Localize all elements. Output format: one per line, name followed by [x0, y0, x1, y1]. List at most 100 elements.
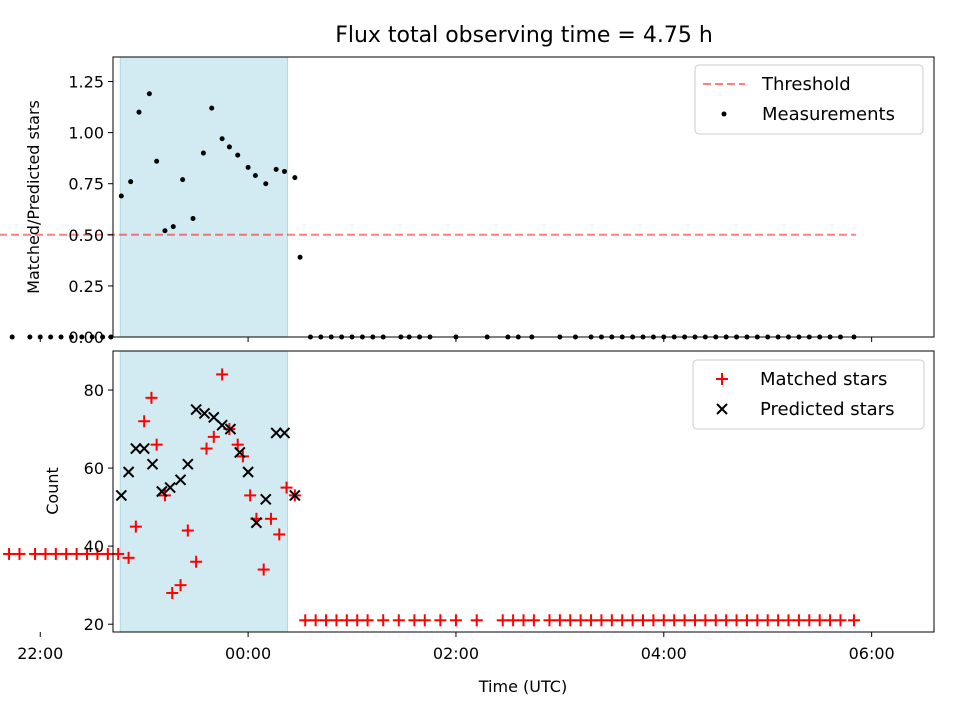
matched-star-point — [39, 547, 52, 560]
matched-star-point — [101, 547, 114, 560]
measurement-point — [68, 334, 74, 340]
matched-legend-swatch — [716, 373, 728, 385]
predicted-star-point — [216, 419, 228, 431]
matched-star-point — [320, 614, 333, 627]
matched-star-point — [257, 563, 270, 576]
measurement-point — [27, 334, 33, 340]
matched-star-point — [280, 481, 293, 494]
counts-y-axis-label: Count — [43, 467, 62, 515]
matched-star-point — [730, 614, 743, 627]
matched-star-point — [657, 614, 670, 627]
predicted-star-point — [182, 458, 194, 470]
predicted-legend-label: Predicted stars — [760, 399, 894, 420]
matched-star-point — [392, 614, 405, 627]
matched-star-point — [3, 547, 16, 560]
predicted-star-point — [260, 493, 272, 506]
matched-star-point — [129, 520, 142, 533]
shaded-span-1-1 — [119, 350, 289, 633]
matched-star-point — [231, 438, 244, 451]
matched-star-point — [49, 547, 62, 560]
matched-star-point — [145, 391, 158, 404]
matched-star-point — [216, 368, 229, 381]
matched-star-point — [174, 579, 187, 592]
ratio-y-axis-label: Matched/Predicted stars — [24, 100, 43, 294]
threshold-legend-label: Threshold — [761, 74, 851, 95]
x-tick-label: 00:00 — [225, 644, 271, 663]
matched-star-point — [470, 614, 483, 627]
ratio-plot-frame — [112, 56, 935, 338]
matched-star-point — [564, 614, 577, 627]
y-tick-label: 0.75 — [68, 175, 104, 194]
y-tick-label: 60 — [84, 459, 104, 478]
measurement-point — [209, 105, 215, 111]
matched-star-point — [264, 512, 277, 525]
matched-star-point — [418, 614, 431, 627]
matched-star-point — [434, 614, 447, 627]
x-tick-label: 06:00 — [849, 644, 895, 663]
matched-star-point — [138, 415, 151, 428]
predicted-star-point — [224, 423, 237, 435]
predicted-star-point — [156, 485, 168, 498]
measurement-point — [48, 334, 54, 340]
matched-star-point — [647, 614, 660, 627]
y-tick-label: 1.00 — [68, 124, 104, 143]
matched-star-point — [330, 614, 343, 627]
x-tick-label: 22:00 — [17, 644, 63, 663]
measurements-legend-label: Measurements — [762, 104, 895, 125]
matched-star-point — [244, 489, 257, 502]
predicted-star-point — [130, 442, 142, 455]
matched-star-point — [637, 614, 650, 627]
matched-star-point — [340, 614, 353, 627]
measurement-point — [89, 334, 95, 340]
predicted-star-point — [289, 489, 301, 502]
matched-star-point — [585, 614, 598, 627]
matched-star-point — [605, 614, 618, 627]
y-tick-label: 1.25 — [68, 73, 104, 92]
measurement-point — [219, 136, 225, 142]
predicted-star-point — [122, 466, 135, 478]
measurement-point — [200, 150, 206, 156]
matched-star-point — [720, 614, 733, 627]
matched-star-point — [507, 614, 520, 627]
y-tick-label: 20 — [84, 615, 104, 634]
matched-star-point — [361, 614, 374, 627]
measurement-point — [154, 158, 160, 164]
measurement-point — [180, 177, 186, 183]
matched-star-point — [29, 547, 42, 560]
matched-star-point — [81, 547, 94, 560]
matched-star-point — [13, 547, 26, 560]
shaded-span-0-1 — [119, 56, 289, 338]
measurement-point — [263, 181, 269, 187]
measurement-point — [9, 334, 15, 340]
ratio-plot: 0.00 0.25 0.50 0.75 1.00 1.25 Matched/Predict… — [0, 56, 935, 347]
predicted-star-point — [278, 427, 291, 439]
matched-star-point — [517, 614, 530, 627]
matched-star-point — [678, 614, 691, 627]
matched-star-point — [408, 614, 421, 627]
measurement-point — [118, 193, 124, 199]
matched-star-point — [112, 547, 125, 560]
matched-star-point — [574, 614, 587, 627]
matched-star-point — [200, 442, 213, 455]
matched-star-point — [190, 555, 203, 568]
matched-star-point — [824, 614, 837, 627]
matched-star-point — [70, 547, 83, 560]
matched-star-point — [309, 614, 322, 627]
measurements-legend-swatch — [721, 111, 727, 117]
matched-star-point — [668, 614, 681, 627]
matched-star-point — [377, 614, 390, 627]
predicted-star-point — [146, 458, 159, 470]
chart-title: Flux total observing time = 4.75 h — [335, 23, 713, 48]
measurement-point — [162, 228, 168, 234]
matched-star-point — [449, 614, 462, 627]
matched-star-point — [699, 614, 712, 627]
predicted-star-point — [138, 442, 150, 455]
matched-star-point — [150, 438, 163, 451]
y-tick-label: 0.25 — [68, 277, 104, 296]
matched-star-point — [166, 586, 179, 599]
predicted-star-point — [270, 427, 282, 439]
predicted-stars-series — [115, 403, 301, 529]
matched-star-point — [496, 614, 509, 627]
